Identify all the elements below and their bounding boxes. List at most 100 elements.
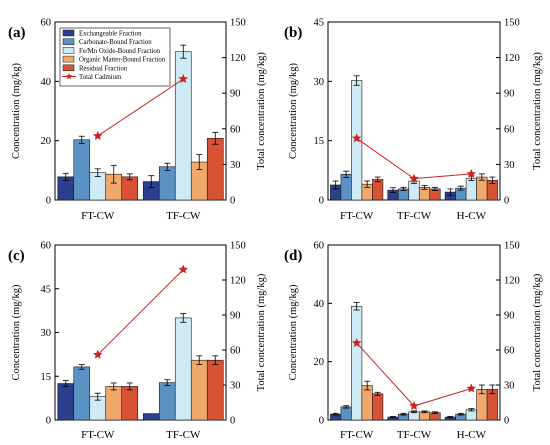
legend-entry-label: Fe/Mn Oxide-Bound Fraction: [79, 48, 161, 55]
panel-a-bar: [121, 176, 139, 201]
panel-b-ytick-label: 30: [314, 77, 325, 88]
panel-d: [327, 244, 501, 421]
panel-c-y2tick-label: 0: [230, 416, 235, 427]
legend-star-marker: [65, 73, 73, 80]
panel-d-category-label: FT-CW: [340, 429, 374, 440]
panel-c-bar: [57, 383, 75, 421]
panel-a-y2tick-label: 60: [230, 124, 241, 135]
panel-a-total-marker: [92, 130, 103, 140]
panel-a-bar: [206, 137, 224, 201]
panel-d-category-label: TF-CW: [397, 429, 432, 440]
panel-c-y2tick-label: 30: [230, 381, 241, 392]
panel-b-y2tick-label: 30: [504, 160, 515, 171]
panel-c-y2label: Total concentration (mg/kg): [256, 273, 267, 391]
panel-b-y2tick-label: 60: [504, 124, 515, 135]
panel-a-bar: [73, 139, 91, 201]
panel-c-bar: [158, 382, 176, 421]
panel-b-bar: [340, 173, 352, 201]
panel-b-category-label: H-CW: [457, 210, 487, 222]
legend-swatch: [62, 29, 75, 37]
legend-entry-label: Organic Matter-Bound Fraction: [79, 57, 166, 64]
panel-d-ytick-label: 40: [314, 299, 325, 310]
panel-b-y2tick-label: 0: [504, 196, 509, 207]
panel-d-bar: [361, 385, 373, 421]
panel-c-bar: [190, 359, 208, 421]
panel-d-y2tick-label: 60: [504, 346, 515, 357]
panel-c-total-line: [97, 269, 184, 356]
panel-a-ylabel: Concentration (mg/kg): [11, 63, 22, 159]
panel-c-y2tick-label: 60: [230, 346, 241, 357]
panel-d-bar: [351, 305, 363, 421]
panel-d-label: (d): [284, 248, 302, 264]
panel-d-total-marker: [409, 401, 419, 411]
panel-d-y2tick-label: 30: [504, 381, 515, 392]
panel-b-ylabel: Concentration (mg/kg): [288, 63, 299, 159]
panel-c-bar: [105, 386, 123, 421]
panel-a-bar: [174, 51, 192, 201]
panel-d-bar: [372, 393, 384, 421]
panel-a-bar: [158, 166, 176, 201]
panel-c-bar: [73, 366, 91, 421]
legend-entry-label: Carbonate-Bound Fraction: [79, 39, 152, 46]
panel-d-ytick-label: 60: [314, 241, 325, 252]
panel-c-ytick-label: 15: [41, 372, 52, 383]
panel-b-bar: [465, 177, 477, 201]
panel-c-total-marker: [178, 264, 189, 274]
panel-a-label: (a): [8, 25, 26, 41]
panel-d-total-marker: [351, 338, 362, 348]
panel-c-bar: [174, 317, 192, 421]
panel-a: [54, 21, 227, 201]
panel-d-ylabel: Concentration (mg/kg): [288, 284, 299, 380]
panel-a-frame: [54, 21, 227, 201]
panel-b-total-marker: [409, 173, 419, 183]
panel-b-ytick-label: 0: [319, 196, 324, 207]
panel-c-ytick-label: 60: [41, 241, 52, 252]
panel-b-y2tick-label: 120: [504, 53, 520, 64]
panel-b-bar: [408, 180, 420, 201]
panel-a-y2tick-label: 30: [230, 160, 241, 171]
panel-c-y2tick-label: 90: [230, 311, 241, 322]
panel-a-y2tick-label: 0: [230, 196, 235, 207]
panel-a-y2tick-label: 150: [230, 18, 246, 29]
panel-c-ytick-label: 30: [41, 328, 52, 339]
panel-a-ytick-label: 60: [41, 18, 52, 29]
panel-d-y2tick-label: 90: [504, 311, 515, 322]
legend: [59, 27, 171, 87]
panel-c-y2tick-label: 150: [230, 241, 246, 252]
panel-a-category-label: TF-CW: [166, 210, 201, 222]
panel-b-total-marker: [466, 168, 477, 178]
legend-swatch: [62, 38, 75, 45]
panel-a-total-marker: [178, 73, 189, 84]
panel-b-y2tick-label: 150: [504, 18, 520, 29]
panel-b-ytick-label: 45: [314, 18, 325, 29]
legend-swatch: [62, 55, 75, 63]
panel-c-category-label: TF-CW: [166, 429, 201, 440]
panel-b-category-label: TF-CW: [397, 210, 432, 222]
panel-c-bar: [142, 413, 160, 421]
panel-a-y2label: Total concentration (mg/kg): [256, 52, 267, 170]
panel-d-category-label: H-CW: [457, 429, 487, 440]
panel-d-y2tick-label: 150: [504, 241, 520, 252]
legend-entry-label: Exchangeable Fraction: [79, 31, 142, 38]
panel-a-ytick-label: 40: [41, 77, 52, 88]
panel-c-category-label: FT-CW: [81, 429, 115, 440]
panel-b-y2tick-label: 90: [504, 89, 515, 100]
panel-c-total-marker: [92, 349, 103, 359]
panel-a-total-line: [97, 78, 184, 137]
panel-b-category-label: FT-CW: [340, 210, 374, 222]
panel-b-total-marker: [351, 133, 362, 143]
panel-d-y2label: Total concentration (mg/kg): [532, 273, 543, 391]
panel-c-ylabel: Concentration (mg/kg): [11, 284, 22, 380]
legend-entry-label: Total Cadmium: [79, 74, 122, 81]
panel-c-ytick-label: 0: [46, 416, 51, 427]
panel-d-y2tick-label: 120: [504, 276, 520, 287]
panel-d-total-marker: [466, 383, 477, 393]
panel-a-category-label: FT-CW: [81, 210, 115, 222]
panel-d-bar: [340, 406, 352, 421]
panel-c-bar: [121, 386, 139, 421]
legend-swatch: [62, 64, 75, 72]
panel-d-y2tick-label: 0: [504, 416, 509, 427]
panel-d-ytick-label: 0: [319, 416, 324, 427]
